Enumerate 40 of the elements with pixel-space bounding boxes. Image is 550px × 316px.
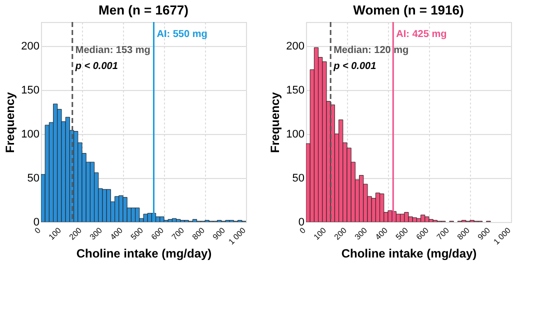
x-tick-label: 800	[190, 225, 207, 242]
x-tick-label: 100	[312, 225, 328, 242]
x-tick-label: 900	[211, 225, 228, 242]
x-tick-label: 400	[108, 225, 125, 242]
x-tick-label: 700	[435, 225, 452, 242]
y-tick-label: 50	[27, 172, 40, 184]
x-tick-label: 300	[353, 225, 370, 242]
chart-title: Men (n = 1677)	[98, 2, 188, 18]
y-tick-label: 100	[286, 128, 304, 140]
y-axis-title: Frequency	[268, 92, 282, 153]
x-tick-label: 500	[394, 225, 410, 242]
x-axis-title: Choline intake (mg/day)	[76, 246, 212, 260]
x-tick-label: 500	[129, 225, 146, 242]
ref-line-label: Median: 120 mg	[334, 45, 409, 56]
annotation: p < 0.001	[332, 61, 377, 72]
x-tick-label: 1 000	[226, 225, 248, 246]
ref-line-label: AI: 550 mg	[156, 29, 208, 40]
x-tick-label: 100	[47, 225, 64, 242]
y-tick-label: 150	[21, 84, 40, 96]
chart-title: Women (n = 1916)	[353, 2, 464, 18]
y-tick-label: 50	[292, 172, 304, 184]
ref-line-label: Median: 153 mg	[75, 45, 150, 56]
x-tick-label: 300	[88, 225, 104, 242]
x-tick-label: 600	[150, 225, 166, 242]
y-tick-label: 100	[21, 128, 40, 140]
y-tick-label: 150	[286, 84, 304, 96]
x-tick-label: 400	[374, 225, 390, 242]
annotation: p < 0.001	[74, 61, 118, 72]
x-tick-label: 1 000	[492, 225, 513, 246]
y-tick-label: 200	[21, 40, 40, 52]
x-axis-title: Choline intake (mg/day)	[341, 246, 477, 260]
ref-line-label: AI: 425 mg	[396, 29, 447, 40]
x-tick-label: 800	[456, 225, 472, 242]
x-tick-label: 600	[414, 225, 431, 242]
y-tick-label: 200	[286, 40, 304, 52]
x-tick-label: 200	[332, 225, 349, 242]
y-axis-title: Frequency	[3, 92, 18, 153]
x-tick-label: 900	[476, 225, 492, 242]
x-tick-label: 700	[170, 225, 186, 242]
x-tick-label: 200	[68, 225, 84, 242]
